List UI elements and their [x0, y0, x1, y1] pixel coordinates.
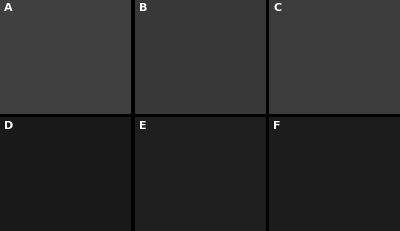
Text: F: F — [273, 121, 281, 131]
Text: B: B — [138, 3, 147, 13]
Text: E: E — [138, 121, 146, 131]
Text: C: C — [273, 3, 281, 13]
Text: A: A — [4, 3, 12, 13]
Text: D: D — [4, 121, 13, 131]
